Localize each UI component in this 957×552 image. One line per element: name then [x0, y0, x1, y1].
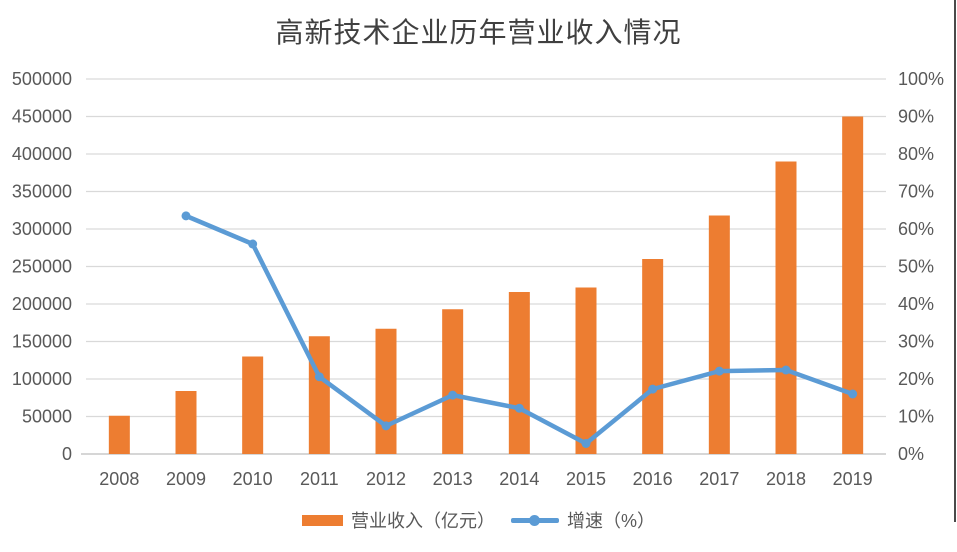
growth-marker-icon — [448, 390, 458, 400]
revenue-bar — [242, 356, 264, 454]
x-axis-label: 2008 — [99, 469, 139, 489]
x-axis-label: 2017 — [699, 469, 739, 489]
growth-marker-icon — [181, 211, 191, 221]
growth-marker-icon — [248, 239, 258, 249]
growth-marker-icon — [781, 365, 791, 375]
x-axis-label: 2019 — [833, 469, 873, 489]
legend-line-marker-icon — [529, 514, 541, 526]
legend-line-swatch — [510, 514, 559, 526]
x-axis-label: 2014 — [499, 469, 539, 489]
left-axis-tick: 150000 — [12, 332, 72, 352]
right-axis-tick: 100% — [898, 69, 944, 89]
x-axis-label: 2016 — [633, 469, 673, 489]
right-axis-tick: 10% — [898, 407, 934, 427]
growth-marker-icon — [381, 421, 391, 431]
right-axis-tick: 50% — [898, 257, 934, 277]
left-axis-tick: 0 — [62, 444, 72, 464]
right-axis-tick: 70% — [898, 182, 934, 202]
revenue-bar — [575, 287, 597, 454]
chart-title: 高新技术企业历年营业收入情况 — [275, 16, 682, 49]
right-axis-tick: 20% — [898, 369, 934, 389]
growth-marker-icon — [514, 403, 524, 413]
growth-marker-icon — [648, 384, 658, 394]
left-axis-tick: 350000 — [12, 182, 72, 202]
x-axis-label: 2010 — [233, 469, 273, 489]
revenue-bar — [375, 328, 397, 454]
x-axis-label: 2013 — [433, 469, 473, 489]
growth-marker-icon — [714, 366, 724, 376]
revenue-bar — [508, 292, 530, 454]
left-axis-tick: 100000 — [12, 369, 72, 389]
x-axis-label: 2012 — [366, 469, 406, 489]
x-axis-label: 2015 — [566, 469, 606, 489]
left-axis-tick: 500000 — [12, 69, 72, 89]
right-axis-tick: 0% — [898, 444, 924, 464]
left-axis-tick: 250000 — [12, 257, 72, 277]
revenue-bar — [108, 415, 130, 454]
left-axis-tick: 50000 — [22, 407, 72, 427]
right-axis-tick: 40% — [898, 294, 934, 314]
right-axis-tick: 30% — [898, 332, 934, 352]
growth-marker-icon — [314, 372, 324, 382]
revenue-bar — [308, 336, 330, 454]
revenue-bar — [775, 161, 797, 454]
revenue-bar — [642, 259, 664, 454]
revenue-bar — [442, 309, 464, 454]
growth-marker-icon — [581, 439, 591, 448]
left-axis-tick: 200000 — [12, 294, 72, 314]
legend-bar-label: 营业收入（亿元） — [350, 511, 495, 531]
right-axis-tick: 80% — [898, 144, 934, 164]
x-axis-label: 2009 — [166, 469, 206, 489]
x-axis-label: 2018 — [766, 469, 806, 489]
right-axis-tick: 60% — [898, 219, 934, 239]
left-axis-tick: 400000 — [12, 144, 72, 164]
legend: 营业收入（亿元） 增速（%） — [0, 505, 957, 535]
revenue-bar — [175, 391, 197, 454]
legend-line-label: 增速（%） — [566, 511, 655, 531]
revenue-bar — [842, 116, 864, 454]
left-axis-tick: 450000 — [12, 107, 72, 127]
left-axis-tick: 300000 — [12, 219, 72, 239]
revenue-bar — [708, 215, 730, 454]
legend-bar-swatch — [301, 514, 343, 526]
growth-marker-icon — [848, 389, 858, 399]
right-axis-tick: 90% — [898, 107, 934, 127]
x-axis-label: 2011 — [300, 469, 339, 489]
spreadsheet-cell-border — [954, 0, 956, 522]
